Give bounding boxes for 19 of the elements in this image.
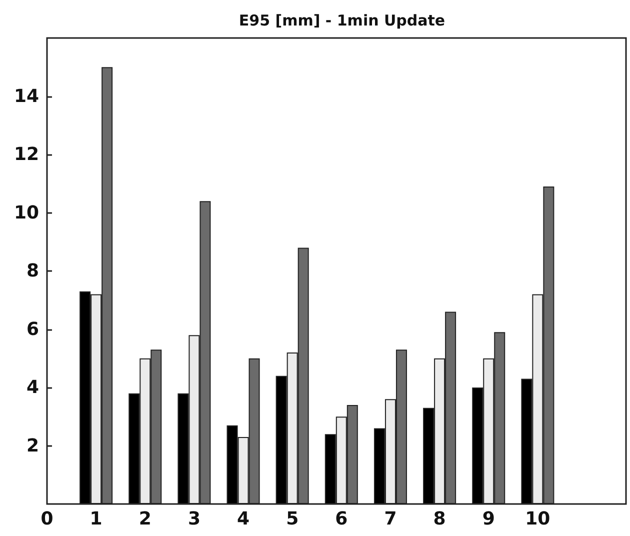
y-tick-label: 8 (26, 260, 39, 282)
x-tick-label: 0 (40, 508, 54, 530)
y-tick-label: 6 (26, 318, 39, 340)
y-tick-label: 10 (14, 202, 39, 224)
x-tick-label: 1 (90, 508, 102, 530)
y-tick-label: 14 (14, 86, 39, 107)
x-tick-label: 6 (335, 508, 348, 530)
y-tick-label: 4 (26, 377, 39, 398)
y-tick-label: 12 (14, 144, 39, 165)
chart-title: E95 [mm] - 1min Update (238, 12, 446, 30)
x-tick-label: 5 (286, 508, 299, 530)
x-tick-label: 2 (138, 508, 152, 530)
x-tick-label: 7 (384, 508, 397, 530)
y-tick-label: 2 (26, 435, 39, 456)
x-tick-label: 9 (482, 508, 495, 530)
x-tick-label: 4 (237, 508, 250, 530)
x-tick-label: 3 (188, 508, 200, 530)
x-tick-label: 8 (433, 508, 446, 530)
x-tick-label: 10 (525, 508, 550, 530)
